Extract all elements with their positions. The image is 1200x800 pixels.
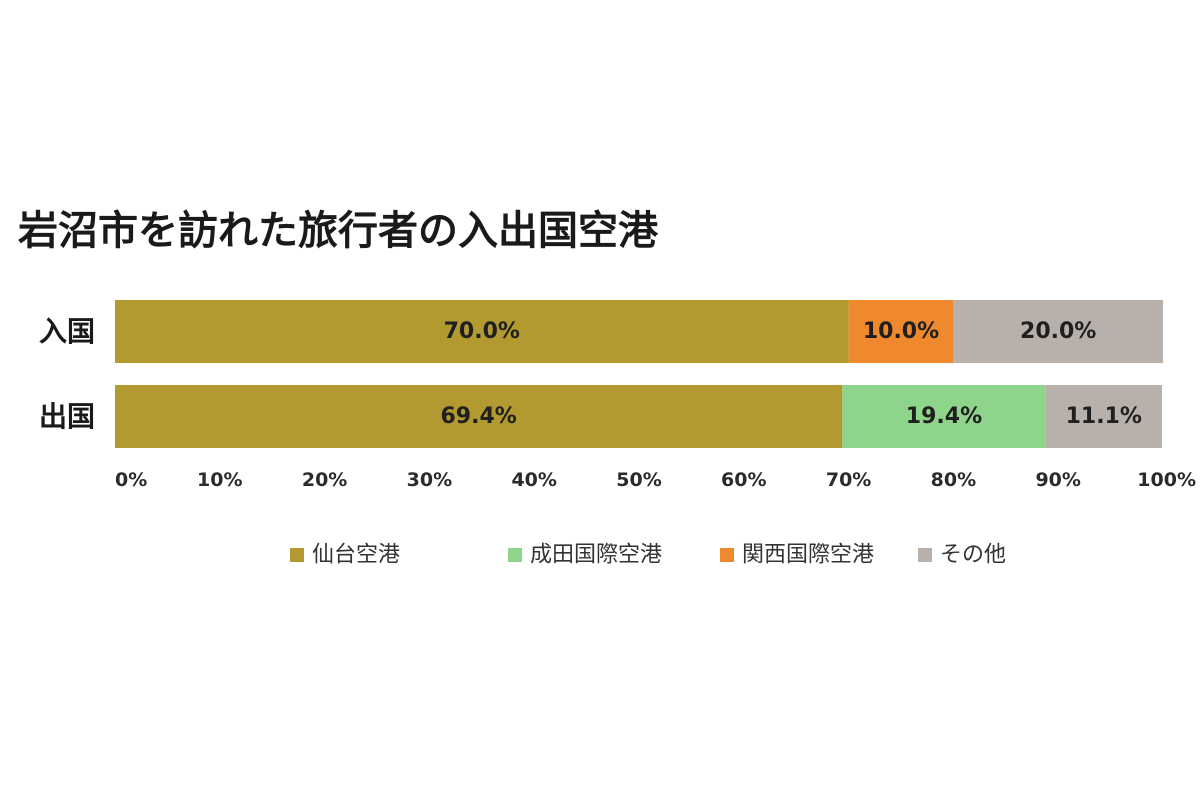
legend-swatch xyxy=(720,548,734,562)
chart-title: 岩沼市を訪れた旅行者の入出国空港 xyxy=(18,208,658,254)
category-label: 出国 xyxy=(39,400,95,433)
bars-layer: 70.0% 10.0% 20.0% 69.4% 19.4% 11.1% xyxy=(115,300,1163,448)
legend-label: 関西国際空港 xyxy=(742,543,874,568)
x-axis-ticks: 0% 10% 20% 30% 40% 50% 60% 70% 80% 90% 100% xyxy=(115,469,1196,491)
bar-segment xyxy=(953,300,1163,363)
bar-segment xyxy=(842,385,1046,448)
legend: 仙台空港 成田国際空港 関西国際空港 その他 xyxy=(290,543,1006,568)
data-label: 11.1% xyxy=(1066,404,1142,429)
x-tick-label: 90% xyxy=(1035,469,1080,491)
x-tick-label: 60% xyxy=(721,469,766,491)
x-tick-label: 0% xyxy=(115,469,147,491)
data-label: 20.0% xyxy=(1020,319,1096,344)
legend-label: その他 xyxy=(940,543,1006,568)
x-tick-label: 50% xyxy=(616,469,661,491)
legend-swatch xyxy=(508,548,522,562)
data-label: 69.4% xyxy=(440,404,516,429)
bar-segment xyxy=(1045,385,1162,448)
data-label: 70.0% xyxy=(444,319,520,344)
x-tick-label: 40% xyxy=(511,469,556,491)
bar-segment xyxy=(848,300,954,363)
x-tick-label: 30% xyxy=(407,469,452,491)
x-tick-label: 20% xyxy=(302,469,347,491)
data-label: 10.0% xyxy=(863,319,939,344)
x-tick-label: 70% xyxy=(826,469,871,491)
legend-swatch xyxy=(290,548,304,562)
legend-swatch xyxy=(918,548,932,562)
bar-segment xyxy=(115,300,849,363)
x-tick-label: 100% xyxy=(1137,469,1196,491)
legend-label: 成田国際空港 xyxy=(530,543,662,568)
x-tick-label: 10% xyxy=(197,469,242,491)
legend-label: 仙台空港 xyxy=(312,543,400,568)
x-tick-label: 80% xyxy=(931,469,976,491)
bar-segment xyxy=(115,385,843,448)
category-label: 入国 xyxy=(39,315,95,348)
data-label: 19.4% xyxy=(906,404,982,429)
